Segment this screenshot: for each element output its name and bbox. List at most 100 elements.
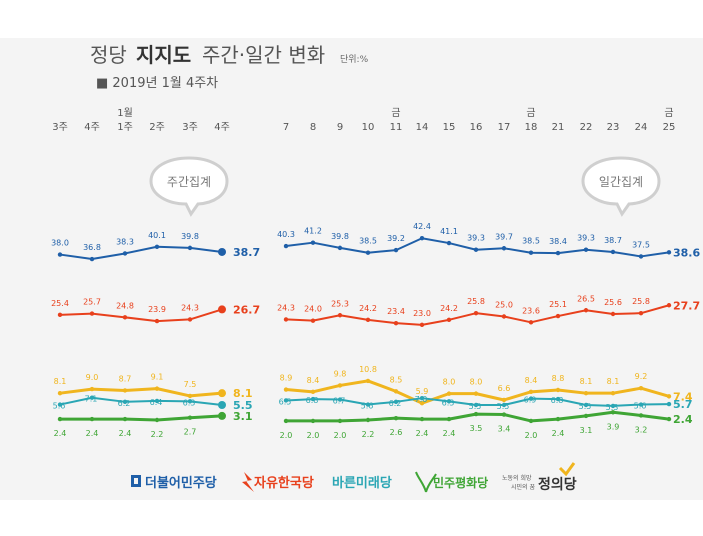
- daily-x-tick: 21: [552, 122, 565, 133]
- daily-liberty-point: [638, 310, 644, 316]
- daily-x-tick: 17: [498, 122, 511, 133]
- weekly-democratic-point: [187, 245, 193, 251]
- daily-liberty-value-label: 26.5: [577, 294, 595, 303]
- daily-x-tick: 8: [310, 122, 316, 133]
- daily-bareun-value-label: 5.5: [469, 402, 482, 411]
- daily-democratic-value-label: 40.3: [277, 230, 295, 239]
- legend-justice-label: 정의당: [538, 476, 577, 493]
- weekly-bareun-line: [59, 396, 223, 406]
- weekly-x-tick-prefix: 1월: [117, 107, 133, 119]
- weekly-liberty-line: [59, 308, 223, 323]
- liberty-logo-icon: [242, 472, 254, 492]
- weekly-liberty-value-label: 26.7: [233, 303, 260, 316]
- daily-justice-point: [310, 389, 316, 395]
- weekly-peace-value-label: 3.1: [233, 410, 253, 423]
- weekly-bareun-value-label: 5.5: [233, 399, 253, 412]
- weekly-bareun-point: [187, 399, 193, 404]
- daily-justice-point: [610, 390, 616, 396]
- daily-peace-point: [337, 418, 343, 424]
- justice-check-icon: [558, 462, 576, 477]
- daily-justice-point: [365, 378, 371, 384]
- daily-x-tick: 16: [470, 122, 483, 133]
- daily-justice-point: [283, 387, 289, 392]
- daily-justice-value-label: 8.5: [390, 375, 403, 384]
- weekly-justice-point: [89, 386, 95, 392]
- weekly-peace-value-label: 2.4: [54, 429, 67, 438]
- daily-justice-value-label: 9.8: [334, 369, 347, 378]
- daily-x-tick: 9: [337, 122, 343, 133]
- legend: 더불어민주당 자유한국당 바른미래당 민주평화당 노동의 희망 시민의 꿈 정의…: [131, 462, 577, 493]
- daily-x-tick: 11: [390, 122, 403, 133]
- unit-label: 단위:%: [340, 54, 369, 65]
- daily-democratic-point: [583, 247, 589, 252]
- daily-bareun-point: [583, 402, 589, 408]
- daily-peace-point: [666, 416, 672, 422]
- daily-bareun-value-label: 6.2: [389, 399, 402, 408]
- daily-bareun-value-label: 5.5: [579, 402, 592, 411]
- weekly-x-tick: 4주: [214, 122, 230, 133]
- daily-bareun-point: [393, 399, 399, 405]
- daily-liberty-value-label: 24.0: [304, 305, 322, 314]
- weekly-x-tick: 3주: [52, 122, 68, 133]
- weekly-liberty-point: [218, 305, 226, 314]
- daily-bareun-value-label: 5.6: [634, 402, 647, 411]
- weekly-justice-point: [122, 388, 128, 393]
- weekly-bareun-point: [122, 399, 128, 405]
- daily-peace-point: [473, 411, 479, 417]
- weekly-justice-value-label: 7.5: [184, 380, 197, 389]
- weekly-justice-value-label: 9.0: [86, 373, 99, 382]
- title-part2: 지지도: [136, 43, 191, 67]
- weekly-x-tick: 1주: [117, 122, 133, 133]
- weekly-liberty-value-label: 24.3: [181, 303, 199, 312]
- daily-peace-point: [283, 418, 289, 424]
- weekly-peace-point: [122, 416, 128, 422]
- daily-peace-point: [419, 416, 425, 422]
- daily-democratic-point: [638, 254, 644, 259]
- weekly-justice-value-label: 9.1: [151, 373, 164, 382]
- daily-bareun-point: [610, 403, 616, 409]
- weekly-liberty-point: [154, 318, 160, 324]
- daily-x-tick: 15: [443, 122, 456, 133]
- daily-liberty-point: [555, 313, 561, 319]
- weekly-liberty-point: [57, 312, 63, 318]
- daily-justice-point: [501, 397, 507, 403]
- daily-democratic-point: [283, 243, 289, 249]
- daily-liberty-value-label: 24.2: [440, 304, 458, 313]
- daily-peace-value-label: 2.4: [673, 413, 693, 426]
- daily-liberty-value-label: 23.4: [387, 307, 405, 316]
- weekly-liberty-value-label: 25.4: [51, 299, 69, 308]
- daily-bareun-value-label: 5.6: [361, 402, 374, 411]
- daily-peace-value-label: 3.5: [470, 424, 483, 433]
- weekly-bareun-point: [154, 398, 160, 404]
- daily-democratic-point: [446, 240, 452, 246]
- legend-democratic: 더불어민주당: [131, 475, 217, 491]
- weekly-peace-point: [154, 417, 160, 423]
- daily-bareun-value-label: 5.3: [606, 403, 619, 412]
- daily-justice-point: [528, 389, 534, 395]
- daily-x-tick-prefix: 금: [664, 107, 673, 119]
- daily-justice-value-label: 8.1: [580, 377, 593, 386]
- legend-peace-label: 민주평화당: [433, 475, 488, 490]
- daily-bareun-value-label: 6.5: [279, 397, 292, 406]
- daily-bareun-value-label: 6.8: [551, 396, 564, 405]
- daily-justice-value-label: 8.0: [470, 378, 483, 387]
- weekly-peace-point: [57, 416, 63, 422]
- daily-x-tick: 22: [580, 122, 593, 133]
- daily-x-tick: 7: [283, 122, 289, 133]
- title-part1: 정당: [90, 43, 127, 67]
- daily-liberty-value-label: 25.3: [331, 299, 349, 308]
- daily-justice-value-label: 6.6: [498, 384, 511, 393]
- weekly-democratic-value-label: 40.1: [148, 231, 166, 240]
- daily-x-tick: 14: [416, 122, 429, 133]
- daily-peace-value-label: 2.0: [307, 431, 320, 440]
- daily-democratic-value-label: 39.8: [331, 232, 349, 241]
- daily-justice-value-label: 8.1: [607, 377, 620, 386]
- daily-peace-value-label: 2.0: [280, 431, 293, 440]
- daily-bareun-value-label: 6.7: [333, 397, 346, 406]
- daily-democratic-value-label: 41.2: [304, 227, 322, 236]
- daily-democratic-point: [473, 247, 479, 252]
- daily-democratic-point: [337, 245, 343, 251]
- weekly-justice-point: [57, 390, 63, 396]
- daily-justice-value-label: 9.2: [635, 372, 648, 381]
